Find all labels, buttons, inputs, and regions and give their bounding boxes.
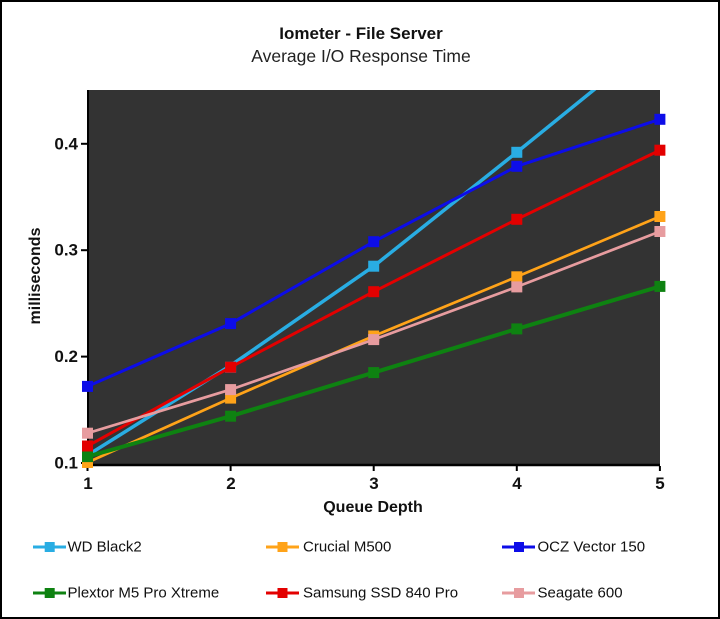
svg-text:Crucial M500: Crucial M500 [303,539,391,556]
svg-text:0.1: 0.1 [54,454,78,473]
svg-text:Seagate 600: Seagate 600 [538,585,623,602]
svg-text:WD Black2: WD Black2 [68,539,142,556]
svg-text:Iometer - File Server: Iometer - File Server [279,24,443,43]
svg-text:4: 4 [512,474,522,493]
svg-text:1: 1 [83,474,92,493]
svg-text:0.4: 0.4 [54,134,78,153]
svg-text:0.3: 0.3 [54,241,78,260]
svg-text:Plextor M5 Pro Xtreme: Plextor M5 Pro Xtreme [68,585,220,602]
svg-text:Average I/O Response Time: Average I/O Response Time [251,46,471,66]
svg-text:OCZ Vector 150: OCZ Vector 150 [538,539,646,556]
svg-text:2: 2 [226,474,235,493]
svg-text:Samsung SSD 840 Pro: Samsung SSD 840 Pro [303,585,458,602]
svg-text:5: 5 [655,474,664,493]
svg-text:0.2: 0.2 [54,347,78,366]
svg-text:Queue Depth: Queue Depth [323,499,423,516]
svg-text:milliseconds: milliseconds [27,227,44,324]
svg-text:3: 3 [369,474,378,493]
